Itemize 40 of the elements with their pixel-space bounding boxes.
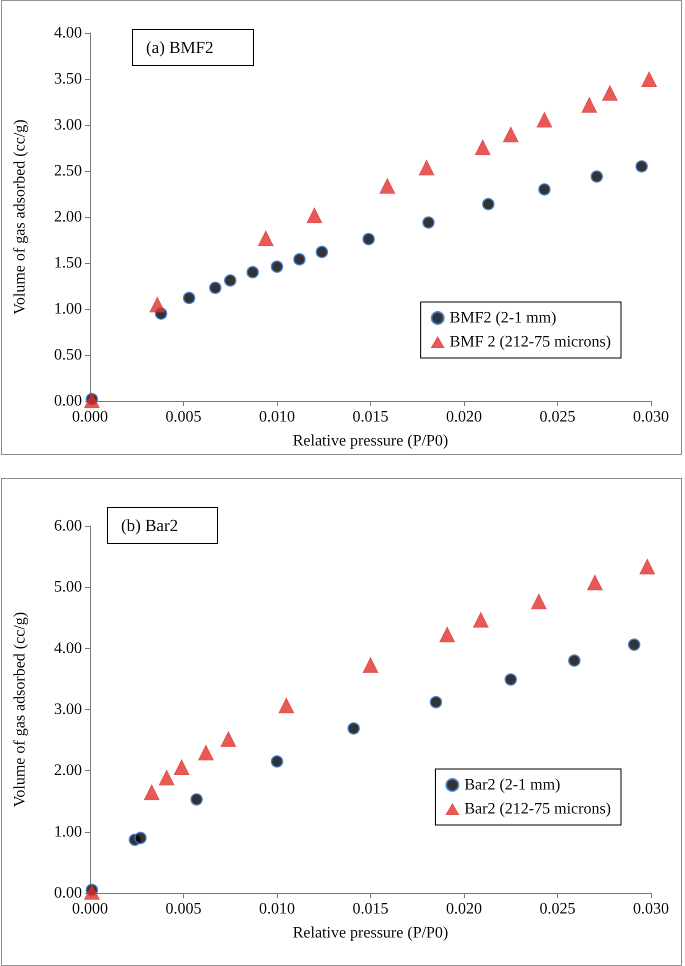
y-tick-label: 0.50 [54, 346, 82, 364]
y-tick-label: 0.00 [54, 884, 82, 902]
y-tick-label: 5.00 [54, 578, 82, 596]
chart-title: (b) Bar2 [121, 516, 178, 535]
legend-label: Bar2 (2-1 mm) [464, 776, 560, 794]
y-tick-label: 6.00 [54, 518, 82, 534]
x-tick-label: 0.030 [633, 408, 669, 426]
y-tick-label: 1.50 [54, 254, 82, 272]
x-tick-label: 0.005 [166, 900, 202, 918]
x-tick-label: 0.020 [446, 408, 482, 426]
chart-title: (a) BMF2 [146, 38, 214, 57]
x-tick-label: 0.005 [166, 408, 202, 426]
y-tick-label: 4.00 [54, 24, 82, 42]
x-tick-label: 0.025 [540, 408, 576, 426]
y-tick-label: 2.00 [54, 208, 82, 226]
y-tick-label: 2.00 [54, 762, 82, 780]
x-tick-label: 0.020 [446, 900, 482, 918]
y-tick-label: 3.50 [54, 70, 82, 88]
x-tick-label: 0.030 [633, 900, 669, 918]
y-tick-label: 4.00 [54, 640, 82, 657]
x-tick-label: 0.015 [352, 900, 388, 918]
x-axis-title: Relative pressure (P/P0) [292, 432, 448, 450]
legend-label: BMF 2 (212-75 microns) [450, 334, 611, 350]
x-tick-label: 0.010 [259, 900, 295, 918]
y-axis-title: Volume of gas adsorbed (cc/g) [12, 119, 28, 315]
x-tick-label: 0.025 [540, 900, 576, 918]
y-tick-label: 3.00 [54, 116, 82, 134]
x-tick-label: 0.000 [72, 408, 108, 426]
legend-label: BMF2 (2-1 mm) [450, 310, 556, 326]
y-axis-title: Volume of gas adsorbed (cc/g) [12, 612, 28, 808]
legend-label: Bar2 (212-75 microns) [464, 800, 612, 818]
y-tick-label: 1.00 [54, 300, 82, 318]
y-tick-label: 1.00 [54, 823, 82, 840]
y-tick-label: 3.00 [54, 701, 82, 718]
x-tick-label: 0.010 [259, 408, 295, 426]
y-tick-label: 2.50 [54, 162, 82, 180]
x-axis-title: Relative pressure (P/P0) [292, 924, 448, 942]
y-tick-label: 0.00 [54, 392, 82, 410]
x-tick-label: 0.000 [72, 900, 108, 918]
x-tick-label: 0.015 [352, 408, 388, 426]
